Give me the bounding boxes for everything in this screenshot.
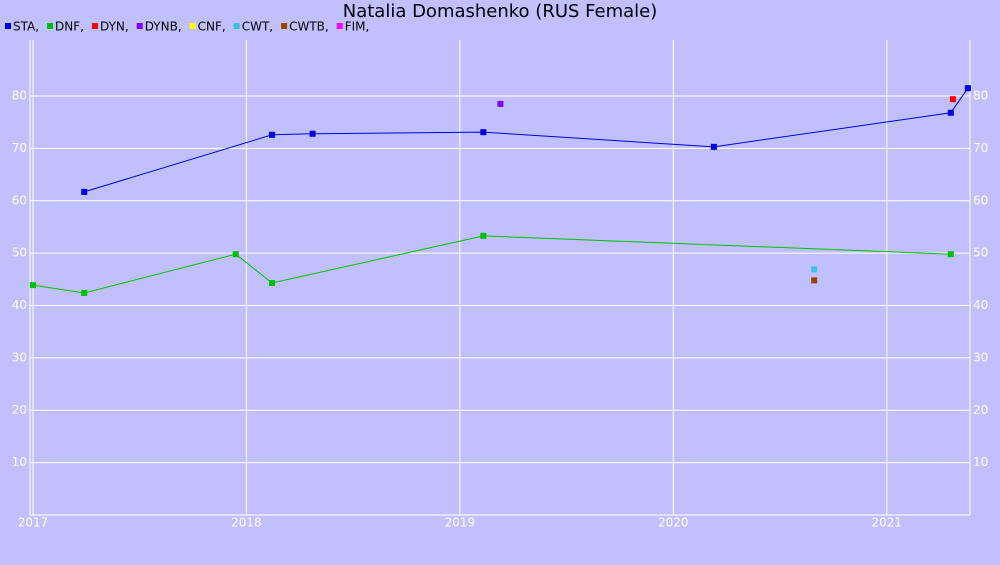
x-tick-label: 2017 [18, 516, 49, 530]
y-tick-label: 20 [12, 403, 27, 417]
legend-swatch [136, 23, 143, 29]
legend-swatch [281, 23, 288, 29]
data-point [497, 100, 504, 107]
y2-tick-label: 10 [973, 455, 988, 469]
data-point [269, 131, 276, 138]
y2-tick-label: 80 [973, 89, 988, 103]
y2-tick-label: 20 [973, 403, 988, 417]
legend-swatch [5, 23, 11, 29]
data-point [309, 130, 316, 137]
data-point [710, 143, 717, 150]
y2-tick-label: 30 [973, 350, 988, 364]
data-point [811, 266, 818, 273]
legend-label: CNF, [198, 20, 226, 34]
y-tick-label: 80 [12, 89, 27, 103]
data-point [964, 85, 971, 92]
y2-tick-label: 60 [973, 193, 988, 207]
legend-swatch [233, 23, 240, 29]
y-tick-label: 70 [12, 141, 27, 155]
data-point [29, 282, 36, 289]
x-tick-label: 2021 [871, 516, 902, 530]
legend-label: DYNB, [145, 20, 182, 34]
legend-swatch [91, 23, 98, 29]
y-tick-label: 30 [12, 350, 27, 364]
legend-label: CWT, [242, 20, 273, 34]
y-tick-label: 40 [12, 298, 27, 312]
data-point [269, 279, 276, 286]
data-point [947, 109, 954, 116]
legend-swatch [336, 23, 343, 29]
legend-label: DYN, [100, 20, 129, 34]
y2-tick-label: 70 [973, 141, 988, 155]
y2-tick-label: 50 [973, 246, 988, 260]
x-tick-label: 2020 [658, 516, 689, 530]
data-point [947, 251, 954, 258]
legend-label: STA, [13, 20, 39, 34]
data-point [232, 251, 239, 258]
y-tick-label: 60 [12, 193, 27, 207]
y-tick-label: 50 [12, 246, 27, 260]
x-tick-label: 2019 [445, 516, 476, 530]
data-point [480, 129, 487, 136]
y2-tick-label: 40 [973, 298, 988, 312]
data-point [811, 277, 818, 284]
legend-swatch [47, 23, 54, 29]
legend-label: DNF, [55, 20, 84, 34]
x-tick-label: 2018 [231, 516, 262, 530]
data-point [81, 289, 88, 296]
series-line [32, 235, 951, 294]
chart-title: Natalia Domashenko (RUS Female) [343, 1, 658, 22]
legend-swatch [189, 23, 196, 29]
y-tick-label: 10 [12, 455, 27, 469]
data-point [81, 188, 88, 195]
legend-label: CWTB, [289, 20, 329, 34]
data-point [480, 232, 487, 239]
data-point [949, 96, 956, 103]
legend-label: FIM, [345, 20, 370, 34]
